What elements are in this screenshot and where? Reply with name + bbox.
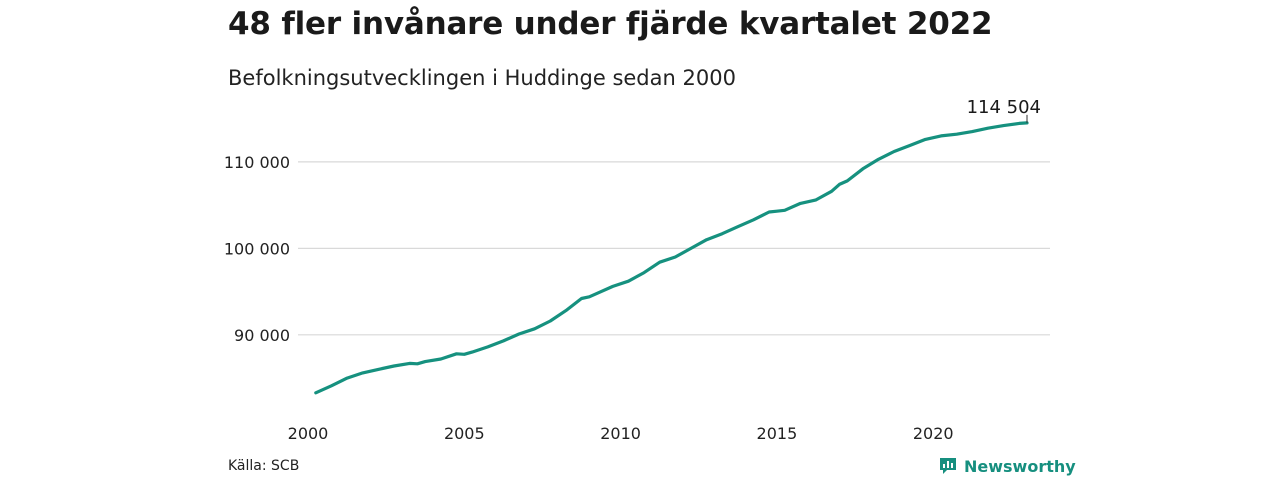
x-tick-label: 2005: [444, 424, 485, 443]
brand-logo[interactable]: Newsworthy: [938, 456, 1076, 476]
y-axis-labels: 90 000 100 000 110 000: [224, 153, 290, 345]
series-layer: [314, 121, 1029, 395]
end-value-label: 114 504: [967, 97, 1041, 118]
source-note: Källa: SCB: [228, 458, 300, 474]
y-tick-label: 90 000: [234, 326, 290, 345]
brand-name: Newsworthy: [964, 456, 1076, 476]
newsworthy-logo-icon: [940, 458, 956, 474]
chart-subtitle: Befolkningsutvecklingen i Huddinge sedan…: [228, 66, 736, 90]
x-axis-labels: 2000 2005 2010 2015 2020: [288, 424, 954, 443]
x-tick-label: 2015: [757, 424, 798, 443]
x-tick-label: 2000: [288, 424, 329, 443]
annotations: 114 504: [967, 97, 1041, 123]
series-line: [314, 121, 1029, 395]
chart-title: 48 fler invånare under fjärde kvartalet …: [228, 6, 993, 42]
x-tick-label: 2020: [913, 424, 954, 443]
y-tick-label: 100 000: [224, 239, 290, 258]
y-tick-label: 110 000: [224, 153, 290, 172]
gridlines: [298, 161, 1050, 336]
x-tick-label: 2010: [600, 424, 641, 443]
